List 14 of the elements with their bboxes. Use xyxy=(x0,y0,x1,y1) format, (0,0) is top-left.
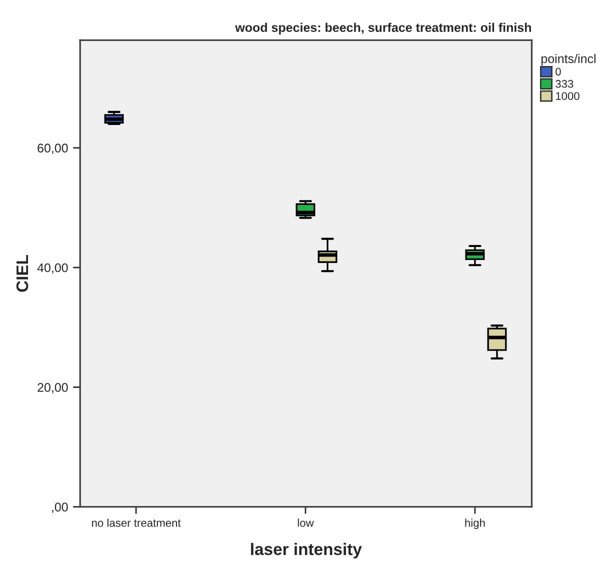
chart-title: wood species: beech, surface treatment: oil finish xyxy=(235,22,531,34)
x-tick-label: high xyxy=(465,518,485,530)
x-tick-label: low xyxy=(298,518,314,527)
legend-title: points/incl xyxy=(542,54,596,66)
legend-label: 1000 xyxy=(556,92,580,100)
y-axis-title: CIEL xyxy=(16,255,28,292)
x-tick-label: no laser treatment xyxy=(92,518,181,527)
y-tick-label: 20,00 xyxy=(38,382,68,394)
x-axis-title: laser intensity xyxy=(251,542,362,558)
y-tick-label: 60,00 xyxy=(38,144,68,154)
legend-label: 0 xyxy=(556,68,561,76)
y-tick-label: 40,00 xyxy=(37,263,68,274)
legend-label: 333 xyxy=(556,80,574,88)
y-tick-label: ,00 xyxy=(52,502,68,513)
